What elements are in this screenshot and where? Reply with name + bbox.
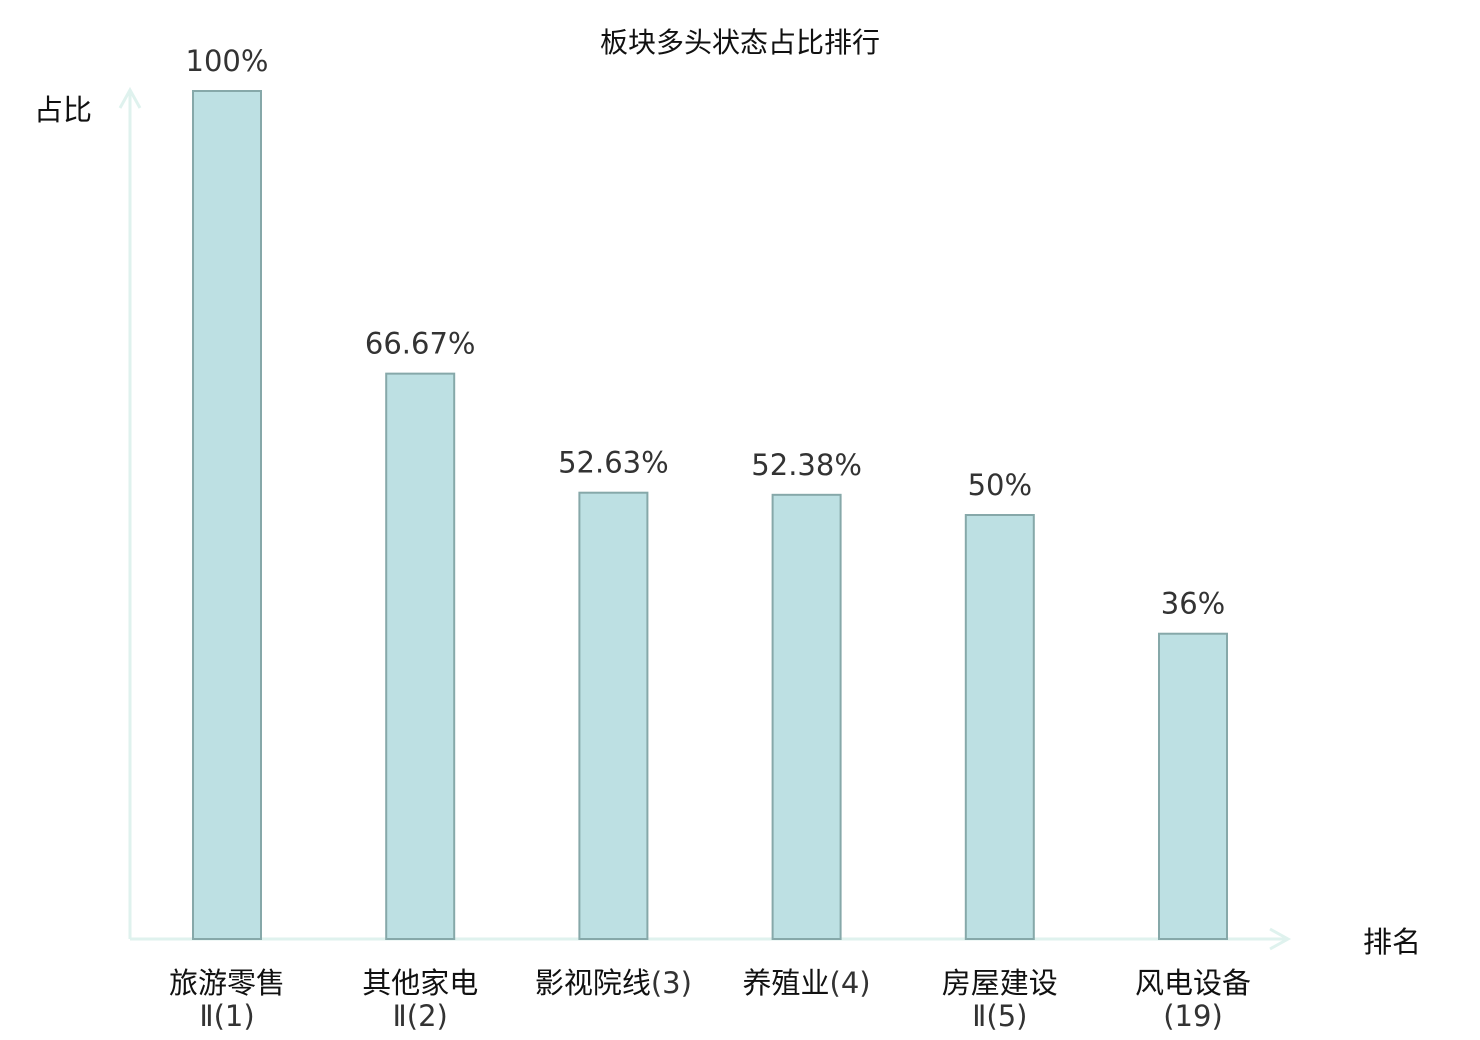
data-label: 52.63% [558, 446, 669, 480]
x-tick-label: 风电设备(19) [1135, 966, 1251, 1033]
category-rank: (3) [651, 966, 692, 1000]
category-rank: Ⅱ(2) [393, 999, 448, 1033]
category-name: 其他家电 [362, 966, 478, 1000]
category-name: 旅游零售 [169, 966, 285, 1000]
category-rank: Ⅱ(5) [972, 999, 1027, 1033]
x-tick-label: 影视院线(3) [535, 966, 692, 1000]
bar [192, 90, 262, 940]
chart-title: 板块多头状态占比排行 [600, 26, 880, 59]
x-axis-arrow-icon [1269, 927, 1292, 951]
category-name: 养殖业 [743, 966, 830, 1000]
bar [964, 514, 1035, 940]
x-tick-label: 养殖业(4) [743, 966, 871, 1000]
bar [578, 491, 649, 940]
x-axis-label: 排名 [1363, 925, 1421, 959]
bar [1158, 632, 1228, 940]
x-tick-label: 其他家电 Ⅱ(2) [362, 966, 478, 1033]
data-label: 36% [1161, 587, 1225, 621]
category-rank: (4) [830, 966, 871, 1000]
bar [771, 493, 842, 940]
x-tick-label: 房屋建设 Ⅱ(5) [942, 966, 1058, 1033]
category-name: 影视院线 [535, 966, 651, 1000]
bar [385, 372, 456, 940]
y-axis-label: 占比 [34, 93, 92, 127]
x-tick-label: 旅游零售 Ⅱ(1) [169, 966, 285, 1033]
data-label: 52.38% [751, 448, 862, 482]
category-name: 风电设备 [1135, 966, 1251, 1000]
data-label: 100% [186, 44, 269, 78]
category-rank: Ⅱ(1) [199, 999, 254, 1033]
category-name: 房屋建设 [942, 966, 1058, 1000]
data-label: 50% [968, 468, 1032, 502]
y-axis-arrow-icon [118, 86, 142, 109]
data-label: 66.67% [365, 327, 476, 361]
category-rank: (19) [1163, 999, 1223, 1033]
